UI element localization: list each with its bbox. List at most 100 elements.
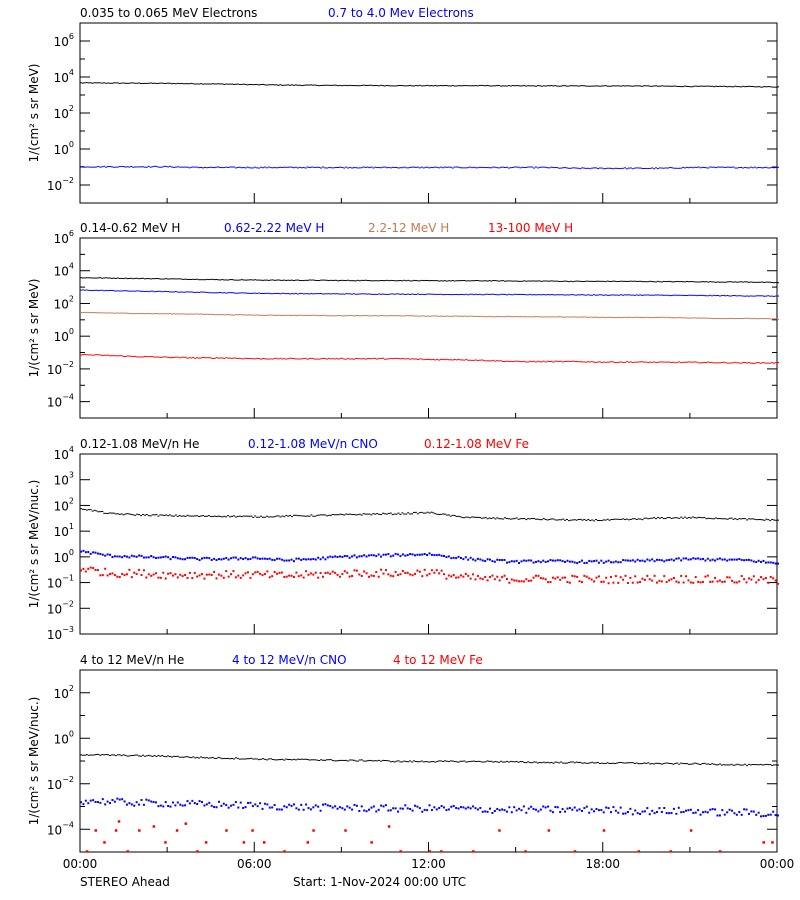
data-point <box>325 167 328 169</box>
data-point <box>722 295 725 297</box>
data-point <box>331 570 334 573</box>
legend-entry: 0.035 to 0.065 MeV Electrons <box>80 6 257 20</box>
data-point <box>482 294 485 296</box>
data-point <box>751 362 754 364</box>
data-point <box>394 552 397 555</box>
data-point <box>705 361 708 363</box>
data-point <box>687 167 690 169</box>
data-point <box>459 315 462 317</box>
data-point <box>143 278 146 280</box>
data-point <box>345 358 348 360</box>
data-point <box>505 280 508 282</box>
data-point <box>186 514 189 516</box>
data-point <box>484 761 487 763</box>
data-point <box>290 804 293 807</box>
data-point <box>656 168 659 170</box>
data-point <box>544 280 547 282</box>
data-point <box>752 810 755 813</box>
data-point <box>275 314 278 316</box>
data-point <box>262 841 266 844</box>
data-point <box>643 317 646 319</box>
data-point <box>552 280 555 282</box>
data-point <box>413 279 416 281</box>
data-point <box>184 291 187 293</box>
data-point <box>600 520 603 522</box>
data-point <box>775 764 778 766</box>
data-point <box>687 809 690 812</box>
data-point <box>600 85 603 87</box>
data-point <box>525 280 528 282</box>
data-point <box>387 358 390 360</box>
data-point <box>421 553 424 556</box>
data-point <box>577 85 580 87</box>
data-point <box>211 357 214 359</box>
data-point <box>518 807 521 810</box>
data-point <box>505 810 508 813</box>
data-point <box>378 759 381 761</box>
data-point <box>138 514 141 516</box>
data-point <box>93 166 96 168</box>
y-tick-label: 102 <box>54 104 74 121</box>
data-point <box>747 295 750 297</box>
data-point <box>113 555 116 558</box>
data-point <box>540 85 543 87</box>
data-point <box>649 280 652 282</box>
data-point <box>394 807 397 810</box>
data-point <box>242 167 245 169</box>
data-point <box>606 167 609 169</box>
data-point <box>662 763 665 765</box>
data-point <box>547 560 550 563</box>
data-point <box>457 576 460 579</box>
data-point <box>762 578 765 581</box>
data-point <box>306 315 309 317</box>
data-point <box>162 805 165 808</box>
data-point <box>612 581 615 584</box>
data-point <box>91 510 94 512</box>
data-point <box>722 764 725 766</box>
data-point <box>453 359 456 361</box>
data-point <box>612 806 615 809</box>
data-point <box>382 553 385 556</box>
data-point <box>403 85 406 87</box>
data-point <box>498 294 501 296</box>
data-point <box>536 167 539 169</box>
data-point <box>304 314 307 316</box>
data-point <box>686 763 689 765</box>
data-point <box>591 316 594 318</box>
data-point <box>442 280 445 282</box>
data-point <box>337 760 340 762</box>
data-point <box>649 317 652 319</box>
data-point <box>186 291 189 293</box>
data-point <box>184 558 187 561</box>
data-point <box>325 759 328 761</box>
data-point <box>567 281 570 283</box>
data-point <box>174 166 177 168</box>
data-point <box>583 361 586 363</box>
data-point <box>658 579 661 582</box>
data-point <box>722 85 725 87</box>
data-point <box>476 557 479 560</box>
data-point <box>252 292 255 294</box>
data-point <box>465 761 468 763</box>
data-point <box>523 294 526 296</box>
data-point <box>643 578 646 581</box>
data-point <box>647 281 650 283</box>
data-point <box>310 314 313 316</box>
data-point <box>337 85 340 87</box>
data-point <box>517 316 520 318</box>
data-point <box>674 281 677 283</box>
data-point <box>629 85 632 87</box>
data-point <box>203 757 206 759</box>
data-point <box>91 290 94 292</box>
legend-entry: 0.12-1.08 MeV Fe <box>424 437 529 451</box>
data-point <box>589 762 592 764</box>
data-point <box>503 574 506 577</box>
data-point <box>691 317 694 319</box>
data-point <box>336 807 339 810</box>
data-point <box>407 358 410 360</box>
data-point <box>476 516 479 518</box>
data-point <box>428 358 431 360</box>
data-point <box>567 762 570 764</box>
data-point <box>423 808 426 811</box>
data-point <box>358 293 361 295</box>
